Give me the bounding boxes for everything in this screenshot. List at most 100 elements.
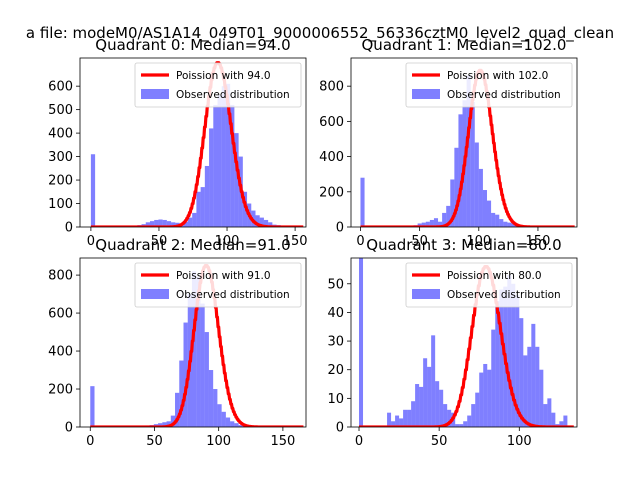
subplot-title: Quadrant 0: Median=94.0 [95,36,290,54]
legend-label-poisson: Poission with 80.0 [447,270,542,282]
subplot-quadrant-0: 0 50 100 150 0 100 200 300 400 500 600 Quadrant 0: … [48,36,307,249]
legend-box [405,262,573,308]
x-tick-label: 100 [206,434,231,449]
y-tick-label: 0 [336,221,344,236]
y-tick-label: 0 [65,221,73,236]
histogram-bar [242,191,248,227]
figure-suptitle: a file: modeM0/AS1A14_049T01_9000006552_… [26,24,614,43]
legend-label-poisson: Poission with 94.0 [176,70,271,82]
axes-frame [79,57,307,228]
histogram-bar [495,214,500,227]
histogram-bar [475,392,480,427]
histogram-bar [479,372,484,427]
histogram-bar [221,86,226,227]
histogram-bar [158,423,163,427]
histogram-bar [259,217,264,227]
y-tick-label: 500 [48,103,73,118]
histogram-bar [387,412,392,427]
histogram-bar [482,190,488,227]
histogram-bar [196,191,201,227]
histogram-bar [467,415,472,427]
histogram-bar [268,222,273,227]
plot-area [358,258,575,427]
x-tick-label: 100 [466,234,491,249]
histogram-bar [470,102,475,227]
y-tick-label: 0 [336,421,344,436]
x-axis-ticks: 0 50 100 150 [356,227,550,249]
legend-bar-swatch [141,289,169,299]
y-tick-label: 600 [319,115,344,130]
histogram-bar [491,212,496,227]
histogram-bar [204,332,209,427]
histogram-bar [433,218,439,227]
y-tick-label: 40 [327,306,344,321]
plot-area [89,264,305,427]
histogram-bar [154,219,159,227]
histogram-bar [563,415,568,427]
histogram-bar [238,425,243,427]
histogram-bar [466,75,471,227]
histogram-bar [495,300,500,427]
y-tick-label: 200 [48,174,73,189]
x-tick-label: 50 [431,434,448,449]
histogram-bar [399,418,404,427]
histogram-bar [454,147,459,227]
subplot-title: Quadrant 3: Median=80.0 [366,236,561,254]
x-tick-label: 0 [87,234,95,249]
x-tick-label: 50 [146,434,163,449]
y-axis-ticks: 0 200 400 600 800 [319,80,351,236]
histogram-bar [515,295,520,427]
histogram-bar [459,424,464,427]
subplot-quadrant-2: 0 50 100 150 0 200 400 600 800 Quadrant 2: Median… [48,236,307,449]
histogram-bar [511,223,516,227]
y-tick-label: 20 [327,363,344,378]
histogram-bar [478,168,483,227]
histogram-bar [527,346,532,427]
histogram-bar [391,421,396,427]
histogram-bar [417,223,422,227]
y-tick-label: 200 [319,185,344,200]
histogram-bar [255,215,260,227]
axes-frame [350,57,578,228]
histogram-bar [230,421,235,427]
histogram-bar [507,222,512,227]
legend-bar-swatch [412,89,440,99]
histogram-bar [170,415,176,427]
histogram-bar [225,83,231,227]
histogram-bar [446,205,451,227]
x-tick-label: 100 [215,234,240,249]
histogram-bar [425,221,430,227]
histogram-bar [183,322,188,427]
histogram-bar [209,128,214,227]
histogram-bar [196,276,201,427]
histogram-bar [403,409,408,427]
legend: Poission with 94.0 Observed distribution [134,62,302,108]
histogram-bar [450,179,455,227]
x-axis-ticks: 0 50 100 150 [86,427,295,449]
histogram-bar [175,392,180,427]
histogram-bar [519,318,524,427]
y-tick-label: 400 [319,150,344,165]
y-tick-label: 50 [327,277,344,292]
histogram-bar [263,219,269,227]
histogram-bar [213,104,218,227]
histogram-bar [427,366,432,427]
histogram-bar [225,417,231,427]
histogram-bar [200,303,205,427]
y-axis-ticks: 0 200 400 600 800 [48,269,80,436]
x-tick-label: 50 [151,234,168,249]
histogram-bar [429,219,434,227]
y-tick-label: 300 [48,150,73,165]
histogram-bar [499,289,504,427]
legend-box [134,262,302,308]
histogram-bar [162,219,167,227]
poisson-curve [358,264,575,427]
histogram-bar [507,275,512,427]
x-tick-label: 0 [86,434,94,449]
histogram-bar [551,412,556,427]
histogram-bar [487,200,492,227]
histogram-bar [360,177,365,227]
y-tick-label: 10 [327,392,344,407]
legend-bar-swatch [141,89,169,99]
